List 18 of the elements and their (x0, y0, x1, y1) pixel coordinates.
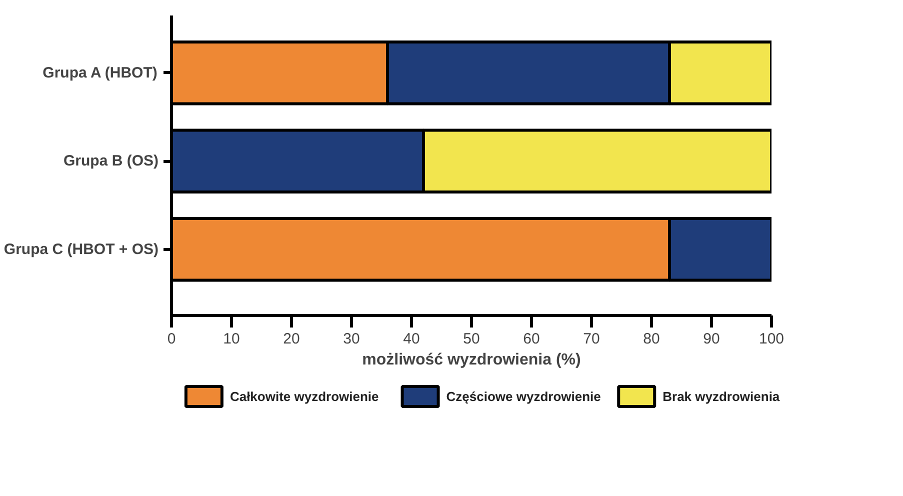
x-tick-label: 0 (167, 330, 176, 348)
y-tick-label: Grupa B (OS) (64, 152, 159, 170)
legend-label: Częściowe wyzdrowienie (446, 389, 601, 404)
x-tick-label: 60 (523, 330, 540, 348)
x-tick-label: 50 (463, 330, 480, 348)
x-tick-label: 100 (758, 330, 784, 348)
y-tick-label: Grupa A (HBOT) (42, 64, 158, 82)
x-tick-label: 90 (703, 330, 720, 348)
x-tick-label: 20 (283, 330, 300, 348)
legend-label: Całkowite wyzdrowienie (230, 389, 379, 404)
y-tick-label: Grupa C (HBOT + OS) (4, 240, 159, 258)
x-tick-label: 40 (403, 330, 420, 348)
x-tick-label: 80 (643, 330, 660, 348)
x-axis-title: możliwość wyzdrowienia (%) (362, 352, 581, 368)
x-tick-label: 10 (223, 330, 240, 348)
x-tick-label: 30 (343, 330, 360, 348)
x-tick-label: 70 (583, 330, 600, 348)
legend-label: Brak wyzdrowienia (662, 389, 780, 404)
